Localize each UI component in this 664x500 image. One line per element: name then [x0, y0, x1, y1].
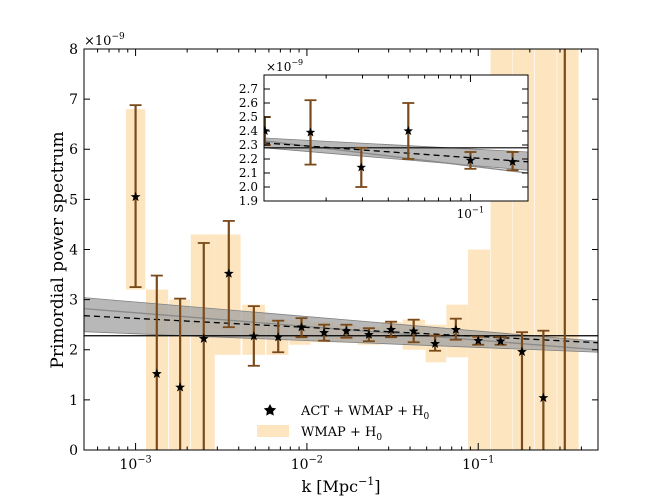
main-data-point-star: [198, 333, 209, 343]
inset-xtick-label: 10−1: [457, 205, 485, 221]
y-multiplier-label: ×10−9: [84, 32, 125, 49]
legend: ACT + WMAP + H0 WMAP + H0: [257, 404, 429, 443]
main-data-point-star: [363, 329, 374, 339]
inset-ytick-label: 2.3: [239, 138, 258, 152]
main-data-point-star: [341, 326, 352, 336]
main-data-point-star: [273, 332, 284, 342]
main-data-point-star: [517, 346, 527, 356]
main-xtick-label: 10−2: [291, 455, 323, 473]
y-axis-label: Primordial power spectrum: [48, 131, 68, 368]
main-data-point-star: [495, 336, 506, 346]
wmap-band: [468, 249, 490, 450]
main-data-point-star: [386, 324, 397, 334]
inset-data-point-star: [356, 162, 367, 172]
x-axis-label: k [Mpc−1]: [301, 475, 380, 496]
main-errorbar: [537, 329, 550, 450]
inset-plot: 1.92.02.12.22.32.42.52.62.7 10−1 ×10−9: [239, 58, 529, 221]
main-ytick-label: 0: [69, 443, 78, 459]
inset-ytick-label: 2.7: [239, 82, 258, 96]
legend-label-act: ACT + WMAP + H0: [300, 404, 429, 422]
inset-ytick-label: 2.1: [239, 166, 258, 180]
main-errorbar: [197, 242, 210, 450]
main-data-point-star: [473, 335, 484, 345]
main-data-point-star: [450, 324, 461, 334]
wmap-band: [557, 49, 579, 450]
inset-data-point-star: [403, 126, 414, 136]
main-data-point-star: [319, 327, 330, 337]
main-ytick-label: 4: [69, 242, 78, 258]
wmap-band: [534, 49, 557, 450]
main-data-point-star: [130, 191, 141, 202]
main-data-point-star: [430, 338, 441, 348]
main-ytick-label: 7: [69, 92, 78, 108]
legend-band-swatch: [257, 425, 289, 437]
legend-entry-wmap: WMAP + H0: [257, 425, 382, 443]
inset-data-point-star: [507, 156, 518, 166]
inset-ytick-label: 2.5: [239, 110, 258, 124]
main-ytick-label: 2: [69, 343, 78, 359]
inset-background: [264, 75, 528, 201]
inset-y-multiplier-label: ×10−9: [266, 58, 303, 74]
inset-ytick-label: 1.9: [239, 194, 258, 208]
legend-entry-act: ACT + WMAP + H0: [263, 404, 429, 422]
main-ytick-label: 8: [69, 42, 78, 58]
inset-ytick-label: 2.0: [239, 180, 258, 194]
main-data-point-star: [248, 331, 259, 341]
main-ytick-label: 6: [69, 142, 78, 158]
inset-axis-ticks: 1.92.02.12.22.32.42.52.62.7 10−1: [239, 75, 528, 221]
main-xtick-label: 10−3: [119, 455, 151, 473]
inset-fit-dashed-line: [264, 142, 528, 163]
main-ytick-label: 3: [69, 293, 78, 309]
main-errorbar: [174, 297, 187, 450]
inset-ytick-label: 2.2: [239, 152, 258, 166]
main-data-point-star: [151, 368, 162, 379]
main-data-point-star: [538, 392, 549, 403]
inset-ytick-label: 2.6: [239, 96, 258, 110]
act-errorbars-layer: [129, 49, 566, 450]
legend-label-wmap: WMAP + H0: [301, 425, 382, 443]
main-axis-ticks: 0 1 2 3 4 5 6 7 8 10−3 10−2 10−1: [69, 42, 599, 473]
main-data-point-star: [175, 382, 186, 392]
inset-ytick-label: 2.4: [239, 124, 258, 138]
main-fit-dashed-line: [83, 315, 599, 344]
inset-data-point-star: [305, 127, 316, 137]
main-errorbar: [150, 274, 163, 450]
legend-star-marker: [263, 404, 277, 416]
main-data-point-star: [408, 326, 419, 336]
main-fit-grey-line: [83, 307, 599, 351]
inset-data-point-star: [465, 155, 476, 165]
inset-fit-lines-layer: [264, 137, 528, 174]
act-markers-layer: [130, 191, 549, 403]
main-ytick-label: 1: [69, 393, 78, 409]
inset-frame: [263, 74, 529, 202]
main-data-point-star: [223, 268, 234, 278]
main-ytick-label: 5: [69, 192, 78, 208]
main-data-point-star: [296, 321, 307, 332]
main-xtick-label: 10−1: [462, 455, 494, 473]
